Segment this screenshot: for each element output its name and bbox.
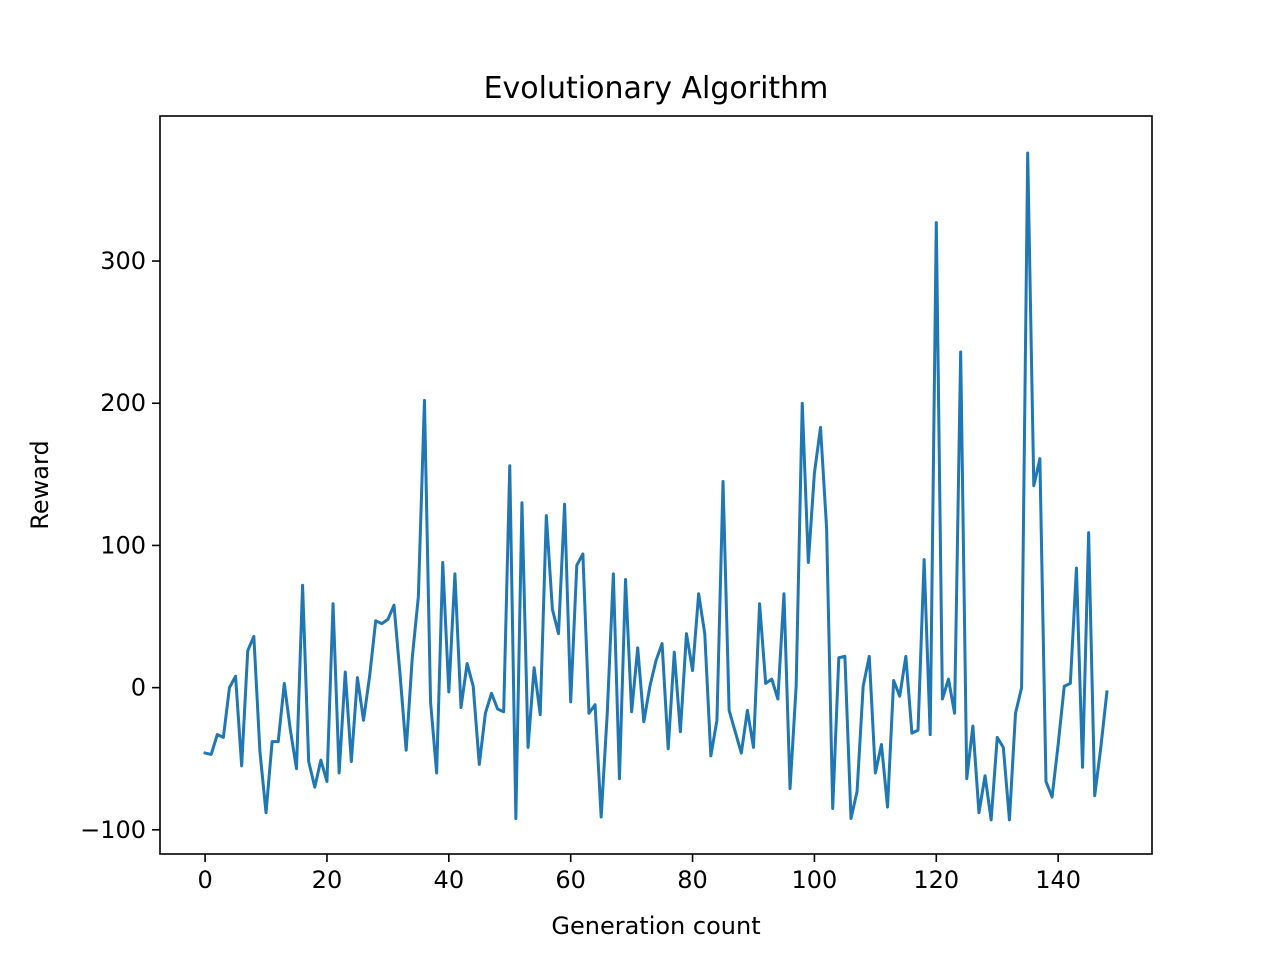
y-tick-label: 300 [100,247,146,275]
x-tick-label: 140 [1035,866,1081,894]
x-axis: 0 20 40 60 80 100 120 140 [197,854,1081,894]
x-tick-label: 120 [913,866,959,894]
x-tick-label: 20 [312,866,343,894]
x-tick-label: 100 [792,866,838,894]
x-axis-label: Generation count [551,912,760,940]
chart-title: Evolutionary Algorithm [484,71,829,106]
y-tick-label: 100 [100,531,146,559]
x-tick-label: 40 [434,866,465,894]
x-tick-label: 0 [197,866,212,894]
x-tick-label: 60 [555,866,586,894]
plot-frame [159,115,1153,855]
y-axis-label: Reward [26,440,54,529]
y-axis: −100 0 100 200 300 [80,247,160,844]
y-tick-label: 200 [100,389,146,417]
y-tick-label: −100 [80,816,146,844]
plot-series [203,151,1109,822]
series-line-0 [203,151,1109,822]
x-tick-label: 80 [677,866,708,894]
y-tick-label: 0 [131,674,146,702]
